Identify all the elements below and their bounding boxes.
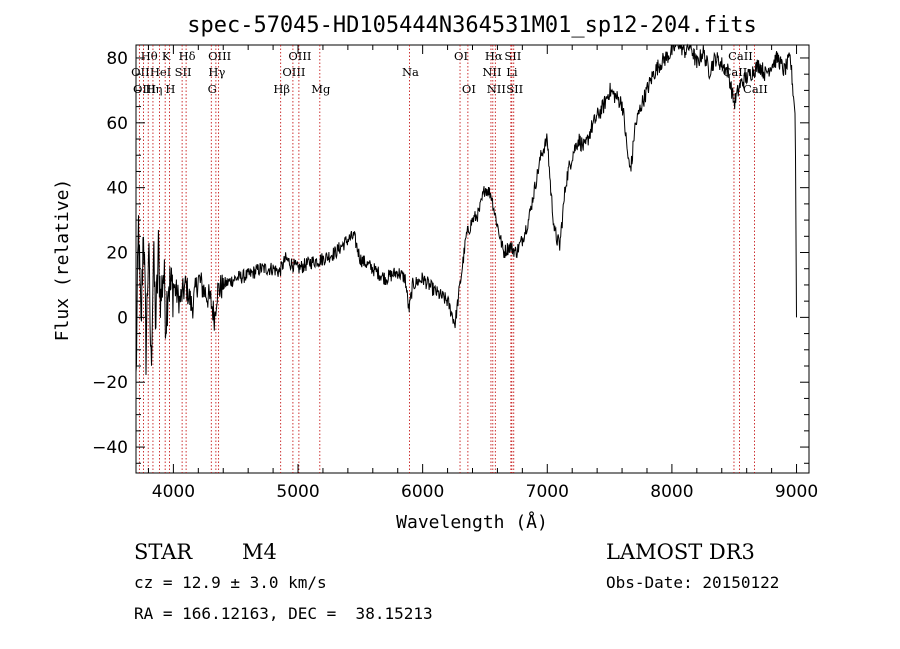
plot-frame	[135, 44, 810, 474]
line-marker-label: OI	[462, 82, 476, 96]
line-marker-label: K	[162, 49, 171, 63]
line-marker-label: OI	[454, 49, 468, 63]
observation-date: Obs-Date: 20150122	[606, 573, 780, 592]
y-tick-label: 80	[106, 49, 128, 69]
line-marker-label: NII	[487, 82, 506, 96]
line-marker-label: Hθ	[141, 49, 158, 63]
line-marker-label: OIII	[208, 49, 231, 63]
flux-series-line	[135, 43, 797, 376]
line-marker-label: Hη	[145, 82, 162, 96]
line-marker-label: SII	[175, 65, 192, 79]
line-marker-label: HeI	[150, 65, 171, 79]
line-marker-label: Hγ	[208, 65, 225, 79]
line-marker-label: Hα	[485, 49, 503, 63]
y-axis-ticks: −40 −20 0 20 40 60 80	[92, 49, 809, 464]
line-marker-label: CaII	[743, 82, 768, 96]
line-marker-label: NII	[482, 65, 501, 79]
object-subclass: M4	[242, 540, 277, 564]
x-tick-label: 7000	[526, 482, 569, 502]
x-tick-label: 4000	[152, 482, 195, 502]
line-marker-label: Hδ	[179, 49, 196, 63]
line-marker-label: SII	[504, 49, 521, 63]
redshift-readout: cz = 12.9 ± 3.0 km/s	[134, 573, 327, 592]
line-marker-label: OII	[131, 65, 150, 79]
x-axis-label: Wavelength (Å)	[396, 511, 548, 533]
x-tick-label: 9000	[775, 482, 818, 502]
line-marker-label: OIII	[288, 49, 311, 63]
y-tick-label: −40	[92, 438, 128, 458]
line-marker-label: SII	[506, 82, 523, 96]
line-marker-label: Na	[402, 65, 419, 79]
chart-title: spec-57045-HD105444N364531M01_sp12-204.f…	[187, 13, 757, 38]
x-tick-label: 5000	[276, 482, 319, 502]
x-tick-label: 6000	[401, 482, 444, 502]
y-tick-label: 40	[106, 179, 128, 199]
line-marker-label: Mg	[311, 82, 331, 96]
y-tick-label: −20	[92, 373, 128, 393]
line-marker-label: CaII	[728, 49, 753, 63]
y-tick-label: 60	[106, 114, 128, 134]
emission-line-markers: HθOIIOIIIHηHeIKHSIIHδGHγOIIIHβOIIIOIIIMg…	[131, 45, 768, 473]
survey-name: LAMOST DR3	[606, 540, 755, 564]
y-tick-label: 0	[117, 308, 128, 328]
line-marker-label: Hβ	[273, 82, 290, 96]
line-marker-label: G	[208, 82, 217, 96]
line-marker-label: Li	[506, 65, 518, 79]
object-class: STAR	[134, 540, 193, 564]
y-tick-label: 20	[106, 244, 128, 264]
coordinates-readout: RA = 166.12163, DEC = 38.15213	[134, 604, 433, 623]
line-marker-label: OIII	[133, 82, 156, 96]
line-marker-label: OIII	[282, 65, 305, 79]
x-tick-label: 8000	[650, 482, 693, 502]
line-marker-label: H	[165, 82, 175, 96]
y-axis-label: Flux (relative)	[52, 179, 73, 342]
x-axis-ticks: 4000 5000 6000 7000 8000 9000	[147, 45, 818, 502]
